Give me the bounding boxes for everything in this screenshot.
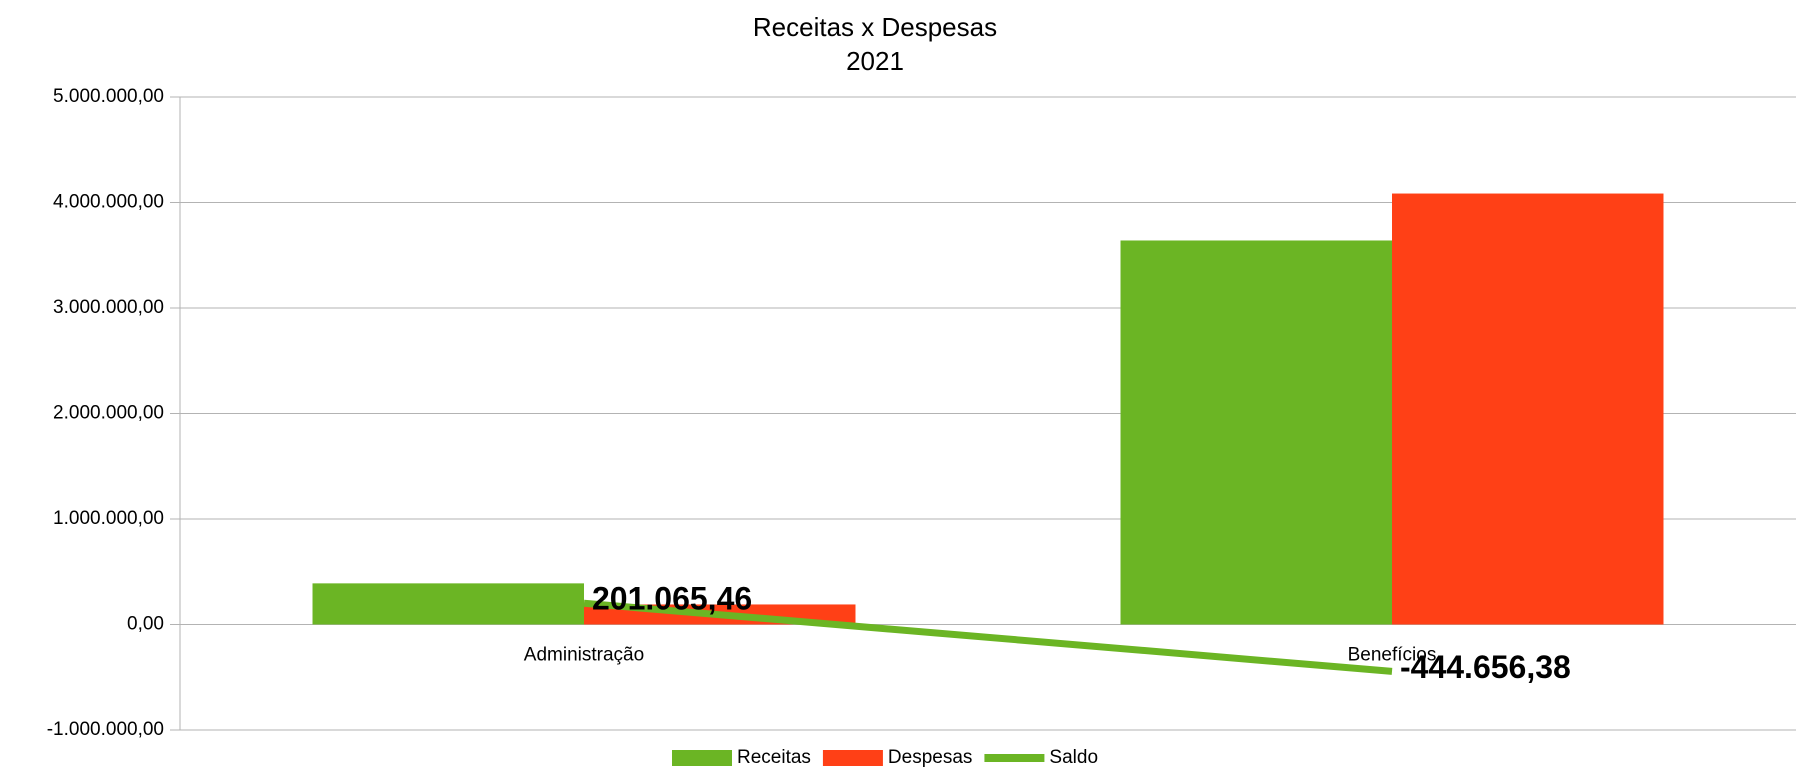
legend-label: Despesas xyxy=(888,747,973,768)
y-tick-label: 0,00 xyxy=(127,614,164,635)
y-tick-label: 4.000.000,00 xyxy=(53,192,164,213)
y-tick-label: 5.000.000,00 xyxy=(53,86,164,107)
y-tick-label: 1.000.000,00 xyxy=(53,508,164,529)
y-tick-label: 2.000.000,00 xyxy=(53,403,164,424)
data-label: -444.656,38 xyxy=(1400,649,1571,685)
bar xyxy=(1392,193,1664,625)
bar xyxy=(1120,240,1392,625)
x-tick-label: Benefícios xyxy=(1348,645,1437,666)
y-tick-label: 3.000.000,00 xyxy=(53,297,164,318)
legend-swatch xyxy=(672,750,732,766)
data-label: 201.065,46 xyxy=(592,581,752,617)
y-tick-label: -1.000.000,00 xyxy=(47,719,164,740)
line xyxy=(583,599,1393,675)
chart-title: Receitas x Despesas xyxy=(753,12,997,42)
bar xyxy=(312,583,584,625)
legend-label: Receitas xyxy=(737,747,811,768)
legend-label: Saldo xyxy=(1049,747,1098,768)
legend-swatch xyxy=(984,754,1045,762)
legend-swatch xyxy=(822,750,883,766)
chart-subtitle: 2021 xyxy=(846,46,904,76)
x-tick-label: Administração xyxy=(524,645,644,666)
